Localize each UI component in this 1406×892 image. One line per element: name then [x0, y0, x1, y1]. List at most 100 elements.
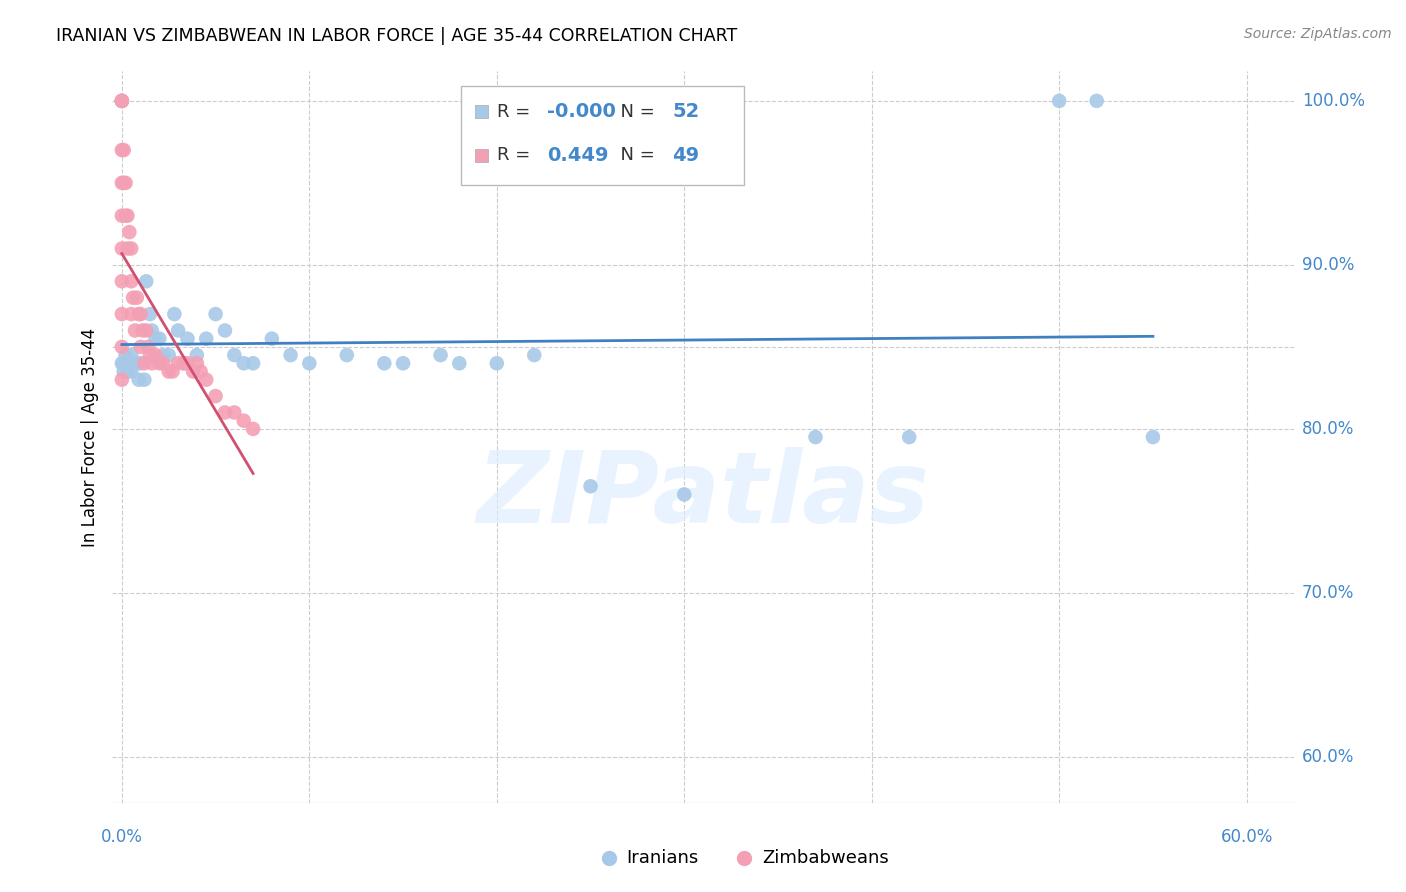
Point: [186, 356, 208, 370]
Point: [139, 307, 162, 321]
Text: 0.0%: 0.0%: [101, 828, 143, 846]
Text: 60.0%: 60.0%: [1220, 828, 1272, 846]
Point: [129, 340, 152, 354]
Point: [148, 356, 170, 370]
FancyBboxPatch shape: [461, 86, 744, 185]
Point: [112, 364, 135, 378]
Point: [111, 94, 134, 108]
Point: [204, 389, 226, 403]
Point: [135, 323, 157, 337]
Point: [190, 364, 212, 378]
Point: [214, 323, 236, 337]
Point: [128, 307, 150, 321]
Point: [111, 209, 134, 223]
Text: R =: R =: [498, 146, 536, 164]
Point: [232, 356, 254, 370]
Point: [449, 356, 471, 370]
Point: [1047, 94, 1070, 108]
Point: [167, 323, 190, 337]
FancyBboxPatch shape: [475, 149, 488, 162]
Point: [111, 176, 134, 190]
Point: [673, 487, 696, 501]
Text: N =: N =: [609, 103, 661, 120]
Point: [120, 348, 142, 362]
Text: R =: R =: [498, 103, 536, 120]
Point: [117, 209, 139, 223]
Point: [135, 274, 157, 288]
Point: [120, 307, 142, 321]
Point: [120, 274, 142, 288]
Point: [118, 225, 141, 239]
Point: [523, 348, 546, 362]
Point: [162, 364, 184, 378]
Text: Source: ZipAtlas.com: Source: ZipAtlas.com: [1244, 27, 1392, 41]
Text: Iranians: Iranians: [626, 848, 699, 867]
Point: [163, 307, 186, 321]
Point: [1142, 430, 1164, 444]
Text: N =: N =: [609, 146, 661, 164]
Point: [125, 291, 148, 305]
Point: [122, 291, 145, 305]
Point: [129, 356, 152, 370]
Point: [117, 356, 139, 370]
Point: [232, 414, 254, 428]
Point: [429, 348, 451, 362]
Point: [117, 242, 139, 256]
Point: [111, 242, 134, 256]
Point: [148, 332, 170, 346]
Point: [336, 348, 359, 362]
Point: [124, 356, 146, 370]
Point: [224, 405, 246, 419]
Point: [118, 356, 141, 370]
Point: [141, 356, 163, 370]
Point: [298, 356, 321, 370]
Point: [114, 176, 136, 190]
Point: [129, 307, 152, 321]
Point: [145, 348, 167, 362]
Point: [131, 323, 153, 337]
Point: [111, 143, 134, 157]
Point: [579, 479, 602, 493]
Point: [111, 356, 134, 370]
Point: [112, 176, 135, 190]
Point: [804, 430, 827, 444]
Point: [111, 340, 134, 354]
Point: [111, 274, 134, 288]
Point: [111, 373, 134, 387]
Point: [134, 373, 156, 387]
Point: [114, 348, 136, 362]
Text: ZIPatlas: ZIPatlas: [477, 447, 929, 544]
Point: [898, 430, 921, 444]
Point: [111, 307, 134, 321]
Point: [176, 356, 198, 370]
Text: 100.0%: 100.0%: [1302, 92, 1365, 110]
Point: [195, 373, 218, 387]
Point: [195, 332, 218, 346]
Point: [242, 356, 264, 370]
Point: [136, 340, 159, 354]
Point: [117, 364, 139, 378]
Text: 70.0%: 70.0%: [1302, 584, 1354, 602]
Point: [186, 348, 208, 362]
Point: [120, 364, 142, 378]
Point: [1085, 94, 1108, 108]
Text: 60.0%: 60.0%: [1302, 747, 1354, 766]
Point: [111, 94, 134, 108]
Point: [280, 348, 302, 362]
Point: [167, 356, 190, 370]
Point: [111, 94, 134, 108]
Point: [181, 364, 204, 378]
FancyBboxPatch shape: [475, 105, 488, 118]
Text: -0.000: -0.000: [547, 102, 616, 121]
Point: [157, 364, 180, 378]
Point: [214, 405, 236, 419]
Point: [134, 356, 156, 370]
Text: IRANIAN VS ZIMBABWEAN IN LABOR FORCE | AGE 35-44 CORRELATION CHART: IRANIAN VS ZIMBABWEAN IN LABOR FORCE | A…: [56, 27, 738, 45]
Text: 0.449: 0.449: [547, 146, 609, 165]
Point: [120, 242, 142, 256]
Text: Zimbabweans: Zimbabweans: [762, 848, 889, 867]
Point: [242, 422, 264, 436]
Point: [392, 356, 415, 370]
Y-axis label: In Labor Force | Age 35-44: In Labor Force | Age 35-44: [80, 327, 98, 547]
Text: 90.0%: 90.0%: [1302, 256, 1354, 274]
